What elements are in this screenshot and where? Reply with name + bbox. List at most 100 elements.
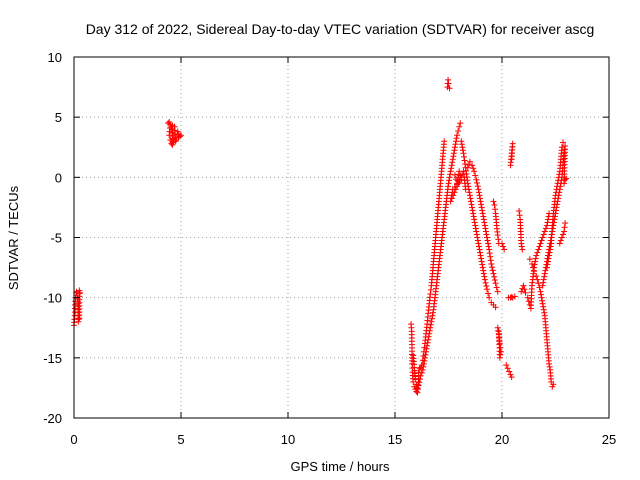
data-point [451,171,458,178]
data-point [487,253,494,260]
data-point [479,210,486,217]
data-point [484,234,491,241]
data-point [455,180,462,187]
data-point [480,270,487,277]
data-point [493,284,500,291]
data-point [470,210,477,217]
x-tick-label: 20 [495,432,509,447]
data-point [508,156,515,163]
data-point [480,267,487,274]
x-tick-label: 25 [602,432,616,447]
data-point [478,258,485,265]
data-point [542,267,549,274]
data-point [532,255,539,262]
data-point [474,234,481,241]
data-point [526,256,533,263]
data-point [477,252,484,259]
data-point [478,201,485,208]
data-point [562,220,569,227]
data-point [482,225,489,232]
data-point [476,192,483,199]
data-point [420,360,427,367]
data-point [483,231,490,238]
data-point [534,249,541,256]
data-point [486,246,493,253]
data-point [425,333,432,340]
data-point [516,208,523,215]
data-point [427,324,434,331]
data-point [494,324,501,331]
data-point [456,123,463,130]
data-point [473,176,480,183]
data-point [518,288,525,295]
data-point [413,385,420,392]
data-point [486,250,493,257]
data-point [556,240,563,247]
data-point [475,243,482,250]
data-point [563,175,570,182]
x-tick-label: 10 [281,432,295,447]
data-point [541,270,548,277]
data-point [466,189,473,196]
data-point [489,267,496,274]
data-point [465,161,472,168]
data-point [539,282,546,289]
chart-title: Day 312 of 2022, Sidereal Day-to-day VTE… [86,21,595,37]
data-point [416,376,423,383]
data-point [469,204,476,211]
data-point [475,240,482,247]
data-point [467,195,474,202]
y-tick-label: 0 [55,170,62,185]
data-point [546,360,553,367]
data-point [538,294,545,301]
data-point [426,330,433,337]
data-point [419,366,426,373]
data-point [556,171,563,178]
data-point [427,321,434,328]
data-point [452,141,459,148]
data-point [537,240,544,247]
data-point [446,85,453,92]
data-point [483,283,490,290]
data-point [447,168,454,175]
data-point [534,276,541,283]
data-point [520,282,527,289]
data-point [480,216,487,223]
data-point [458,138,465,145]
data-point [420,363,427,370]
data-point [518,240,525,247]
data-point [449,159,456,166]
data-point [415,369,422,376]
data-point [424,342,431,349]
data-point [500,243,507,250]
data-point [497,348,504,355]
data-point [530,264,537,271]
data-point [486,294,493,301]
data-point [75,316,82,323]
data-point [539,300,546,307]
data-point [553,189,560,196]
data-point [492,206,499,213]
data-point [539,234,546,241]
data-point [448,195,455,202]
data-point [445,80,452,87]
data-point [468,201,475,208]
data-point [176,133,183,140]
x-tick-label: 5 [177,432,184,447]
data-point [499,240,505,247]
data-point [464,164,471,171]
data-point [459,147,466,154]
data-point [516,212,523,219]
y-tick-label: 5 [55,110,62,125]
data-point [469,162,476,169]
data-point [471,219,478,226]
data-point [482,228,489,235]
data-point [479,207,486,214]
y-tick-label: -5 [50,231,62,246]
data-point [428,318,435,325]
data-point [427,291,434,298]
data-point [494,288,501,295]
data-point [522,289,529,296]
data-point [562,176,569,183]
data-point [478,255,485,262]
